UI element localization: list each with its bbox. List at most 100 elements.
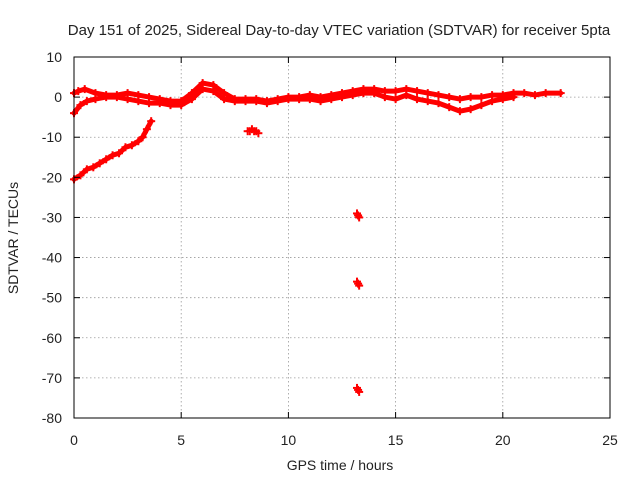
data-point: [145, 99, 154, 108]
data-point: [423, 89, 432, 98]
data-point: [220, 95, 229, 104]
x-tick-label: 0: [70, 432, 78, 448]
data-point: [121, 143, 130, 152]
y-tick-label: 0: [54, 89, 62, 105]
data-point: [477, 101, 486, 110]
data-point: [391, 95, 400, 104]
data-point: [76, 101, 85, 110]
data-point: [455, 95, 464, 104]
data-point: [102, 155, 111, 164]
data-point: [327, 95, 336, 104]
data-point: [520, 89, 529, 98]
data-point: [134, 137, 143, 146]
series-cluster-8h: [243, 125, 263, 138]
data-point: [252, 97, 261, 106]
data-point: [455, 107, 464, 116]
data-point: [112, 93, 121, 102]
data-point: [82, 97, 91, 106]
data-point: [509, 93, 518, 102]
data-point: [380, 93, 389, 102]
y-tick-label: -10: [42, 129, 62, 145]
data-point: [348, 91, 357, 100]
data-point: [391, 87, 400, 96]
data-point: [166, 101, 175, 110]
data-point: [445, 103, 454, 112]
axes: 10 0 -10 -20 -30 -40 -50 -60 -70 -80 0 5 10 15 20 25: [42, 49, 618, 448]
data-point: [198, 85, 207, 94]
series-band: [71, 118, 154, 182]
x-tick-label: 25: [602, 432, 618, 448]
data-point: [530, 91, 539, 100]
data-point: [498, 95, 507, 104]
data-point: [370, 89, 379, 98]
y-tick-label: -60: [42, 330, 62, 346]
data-point: [488, 97, 497, 106]
data-point: [338, 93, 346, 102]
data-point: [445, 93, 454, 102]
data-point: [316, 97, 325, 106]
data-point: [187, 95, 196, 104]
data-point: [230, 97, 239, 106]
chart-title: Day 151 of 2025, Sidereal Day-to-day VTE…: [68, 22, 611, 39]
data-point: [127, 141, 136, 150]
y-axis-label: SDTVAR / TECUs: [5, 182, 21, 294]
data-point: [74, 87, 83, 96]
data-point: [147, 117, 156, 126]
y-tick-label: -40: [42, 250, 62, 266]
data-point: [295, 95, 304, 104]
y-tick-label: -80: [42, 410, 62, 426]
data-point: [434, 91, 443, 100]
plot-frame: [73, 56, 611, 419]
series-upper-trace-b: [70, 85, 518, 118]
data-point: [477, 93, 486, 102]
x-tick-label: 20: [495, 432, 511, 448]
data-points: [70, 79, 565, 396]
data-point: [95, 159, 104, 168]
y-tick-label: -30: [42, 209, 62, 225]
data-point: [155, 99, 164, 108]
data-point: [108, 151, 117, 160]
data-point: [541, 89, 550, 98]
data-point: [556, 89, 565, 98]
data-point: [115, 149, 124, 158]
y-tick-label: -20: [42, 169, 62, 185]
data-point: [80, 85, 89, 94]
data-point: [355, 387, 364, 396]
data-point: [102, 93, 111, 102]
data-point: [138, 133, 147, 142]
data-point: [91, 95, 100, 104]
data-point: [355, 281, 364, 290]
data-point: [76, 171, 85, 180]
data-point: [273, 97, 282, 106]
data-point: [209, 87, 218, 96]
series-rising-trace: [70, 117, 156, 184]
y-tick-label: -70: [42, 370, 62, 386]
data-point: [284, 95, 293, 104]
data-point: [423, 97, 432, 106]
data-point: [254, 129, 263, 138]
x-tick-label: 5: [177, 432, 185, 448]
x-axis-label: GPS time / hours: [287, 457, 394, 473]
data-point: [241, 97, 250, 106]
data-point: [89, 163, 98, 172]
data-point: [142, 125, 151, 134]
grid-lines: [74, 57, 610, 418]
data-point: [134, 97, 143, 106]
data-point: [413, 87, 422, 96]
y-tick-label: 10: [46, 49, 62, 65]
data-point: [466, 105, 475, 114]
data-point: [123, 95, 132, 104]
data-point: [359, 89, 368, 98]
data-point: [82, 165, 91, 174]
data-point: [413, 95, 422, 104]
data-point: [355, 213, 364, 222]
x-tick-label: 15: [388, 432, 404, 448]
series-outliers-13h: [353, 209, 364, 396]
data-point: [177, 101, 186, 110]
data-point: [262, 99, 271, 108]
data-point: [305, 95, 314, 104]
x-tick-label: 10: [281, 432, 297, 448]
data-point: [466, 93, 475, 102]
data-point: [402, 91, 411, 100]
